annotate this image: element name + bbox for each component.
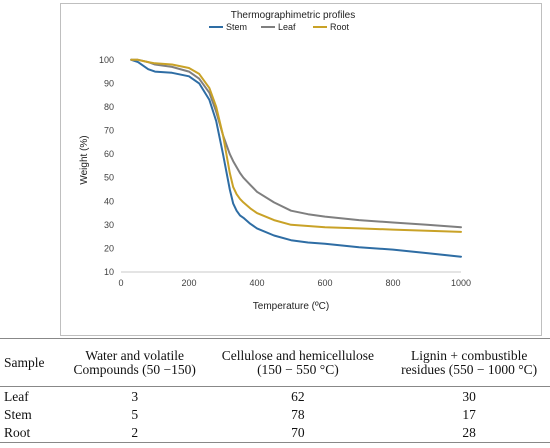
x-tick-label: 400 [249, 278, 264, 288]
y-tick-label: 100 [99, 55, 114, 65]
legend-label: Root [330, 22, 350, 32]
legend-label: Leaf [278, 22, 296, 32]
chart-frame: 10 20 30 40 50 60 70 80 90 100 0 200 400 600 800 1000 Te… [60, 3, 542, 336]
y-tick-label: 30 [104, 220, 114, 230]
x-tick-label: 800 [385, 278, 400, 288]
cell-lignin: 28 [462, 425, 476, 440]
header-lignin-line2: residues (550 − 1000 °C) [401, 361, 538, 377]
cell-sample: Stem [4, 406, 32, 422]
cell-lignin: 30 [462, 388, 476, 404]
y-axis-title: Weight (%) [79, 135, 90, 184]
cell-sample: Root [4, 425, 31, 440]
y-tick-label: 50 [104, 173, 114, 183]
header-cellulose-line1: Cellulose and hemicellulose [221, 347, 374, 363]
y-tick-label: 90 [104, 78, 114, 88]
chart-title: Thermographimetric profiles [231, 10, 356, 21]
y-tick-label: 10 [104, 267, 114, 277]
table-header-row: Sample Water and volatile Compounds (50 … [0, 339, 550, 387]
x-tick-label: 200 [181, 278, 196, 288]
x-tick-label: 0 [118, 278, 123, 288]
header-lignin-line1: Lignin + combustible [410, 347, 528, 363]
legend-label: Stem [226, 22, 247, 32]
y-tick-label: 60 [104, 149, 114, 159]
mass-loss-table: Sample Water and volatile Compounds (50 … [0, 338, 550, 443]
header-lignin: Lignin + combustible residues (550 − 100… [388, 339, 550, 387]
series-line-stem [130, 58, 462, 258]
x-tick-label: 1000 [451, 278, 471, 288]
y-tick-label: 20 [104, 243, 114, 253]
header-water-line1: Water and volatile [85, 347, 185, 363]
header-water-line2: Compounds (50 −150) [73, 361, 196, 377]
table-row: Stem 5 78 17 [0, 405, 550, 424]
series-line-leaf [130, 58, 462, 229]
y-tick-label: 70 [104, 126, 114, 136]
cell-lignin: 17 [462, 406, 476, 422]
y-tick-label: 80 [104, 102, 114, 112]
x-tick-label: 600 [317, 278, 332, 288]
cell-cellulose: 70 [291, 425, 305, 440]
cell-cellulose: 62 [291, 388, 305, 404]
cell-sample: Leaf [4, 388, 29, 404]
header-cellulose: Cellulose and hemicellulose (150 − 550 °… [207, 339, 388, 387]
header-sample: Sample [4, 354, 45, 370]
cell-water: 3 [131, 388, 139, 404]
series-line-root [130, 58, 462, 233]
table-row: Root 2 70 28 [0, 424, 550, 442]
cell-water: 5 [131, 406, 139, 422]
header-cellulose-line2: (150 − 550 °C) [257, 361, 339, 377]
y-tick-label: 40 [104, 196, 114, 206]
header-water: Water and volatile Compounds (50 −150) [62, 339, 207, 387]
cell-water: 2 [131, 425, 139, 440]
x-axis-title: Temperature (ºC) [253, 301, 329, 312]
table-row: Leaf 3 62 30 [0, 387, 550, 406]
cell-cellulose: 78 [291, 406, 305, 422]
